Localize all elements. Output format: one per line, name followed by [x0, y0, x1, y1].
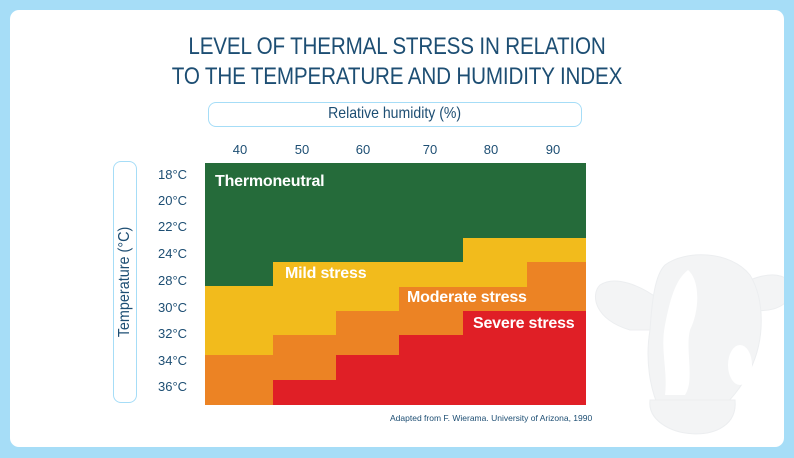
x-tick: 40 — [232, 142, 248, 157]
zone-moderate — [399, 287, 463, 335]
cow-head-icon — [595, 254, 784, 435]
title-line-2: TO THE TEMPERATURE AND HUMIDITY INDEX — [171, 63, 623, 90]
chart-title: LEVEL OF THERMAL STRESS IN RELATION TO T… — [64, 32, 730, 92]
y-tick: 36°C — [158, 379, 188, 394]
zone-severe — [463, 311, 527, 405]
zone-severe — [273, 380, 336, 405]
infographic-card: LEVEL OF THERMAL STRESS IN RELATION TO T… — [10, 10, 784, 447]
source-note: Adapted from F. Wierama. University of A… — [390, 413, 593, 423]
y-tick: 28°C — [158, 273, 188, 288]
y-tick: 24°C — [158, 246, 188, 261]
zone-mild — [336, 262, 399, 311]
x-tick: 60 — [355, 142, 371, 157]
y-tick: 18°C — [158, 167, 188, 182]
zone-moderate — [273, 335, 336, 380]
zone-mild — [399, 262, 463, 287]
x-tick: 70 — [422, 142, 438, 157]
zone-severe — [399, 335, 463, 405]
x-tick: 50 — [294, 142, 310, 157]
zone-moderate — [527, 262, 586, 311]
zone-severe — [527, 311, 586, 405]
y-tick: 30°C — [158, 300, 188, 315]
zone-severe — [336, 355, 399, 405]
zone-thermoneutral — [463, 163, 527, 238]
y-axis-label: Temperature (°C) — [113, 161, 137, 403]
zone-moderate — [336, 311, 399, 355]
y-tick: 20°C — [158, 193, 188, 208]
stress-heatmap: Thermoneutral Mild stress Moderate stres… — [205, 163, 586, 405]
label-moderate-stress: Moderate stress — [407, 289, 527, 306]
y-tick: 22°C — [158, 219, 188, 234]
x-axis-label: Relative humidity (%) — [208, 102, 582, 127]
zone-moderate — [205, 355, 273, 405]
label-severe-stress: Severe stress — [473, 315, 575, 332]
label-thermoneutral: Thermoneutral — [215, 173, 325, 190]
zone-mild — [273, 262, 336, 335]
y-tick: 32°C — [158, 326, 188, 341]
x-tick: 80 — [483, 142, 499, 157]
zone-moderate — [463, 287, 527, 311]
zone-thermoneutral — [399, 163, 463, 262]
zone-thermoneutral — [336, 163, 399, 262]
y-tick: 34°C — [158, 353, 188, 368]
zone-thermoneutral — [527, 163, 586, 238]
label-mild-stress: Mild stress — [285, 265, 367, 282]
zone-thermoneutral — [205, 163, 273, 286]
zone-mild — [527, 238, 586, 262]
zone-mild — [205, 286, 273, 355]
zone-mild — [463, 238, 527, 287]
x-tick: 90 — [545, 142, 561, 157]
title-line-1: LEVEL OF THERMAL STRESS IN RELATION — [188, 33, 606, 60]
zone-thermoneutral — [273, 163, 336, 262]
